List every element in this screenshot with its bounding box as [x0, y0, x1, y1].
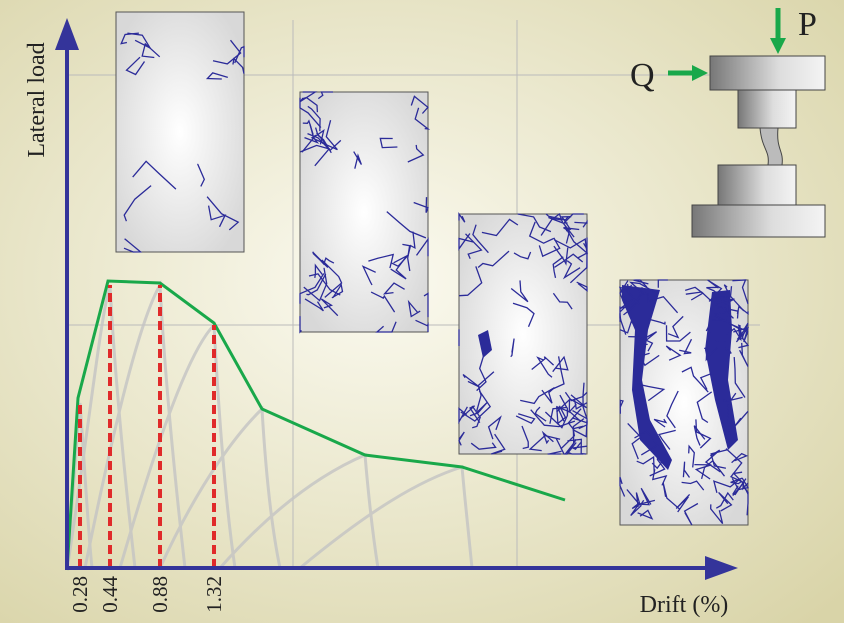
x-axis-label: Drift (%)	[640, 592, 729, 618]
y-axis-label: Lateral load	[24, 42, 50, 157]
drift-tick-label: 1.32	[202, 576, 226, 613]
drift-tick-label: 0.28	[68, 576, 92, 613]
drift-tick-label: 0.44	[98, 576, 122, 613]
horizontal-load-label: Q	[630, 57, 655, 94]
figure: P Q Lateral load Drift (%) 0.280.44 0.88 1…	[0, 0, 844, 623]
drift-tick-label: 0.88	[148, 576, 172, 613]
page: {"axes": {"y_label": "Lateral load", "x_…	[0, 0, 844, 623]
specimen-panel	[300, 92, 428, 332]
vertical-load-label: P	[798, 6, 817, 43]
